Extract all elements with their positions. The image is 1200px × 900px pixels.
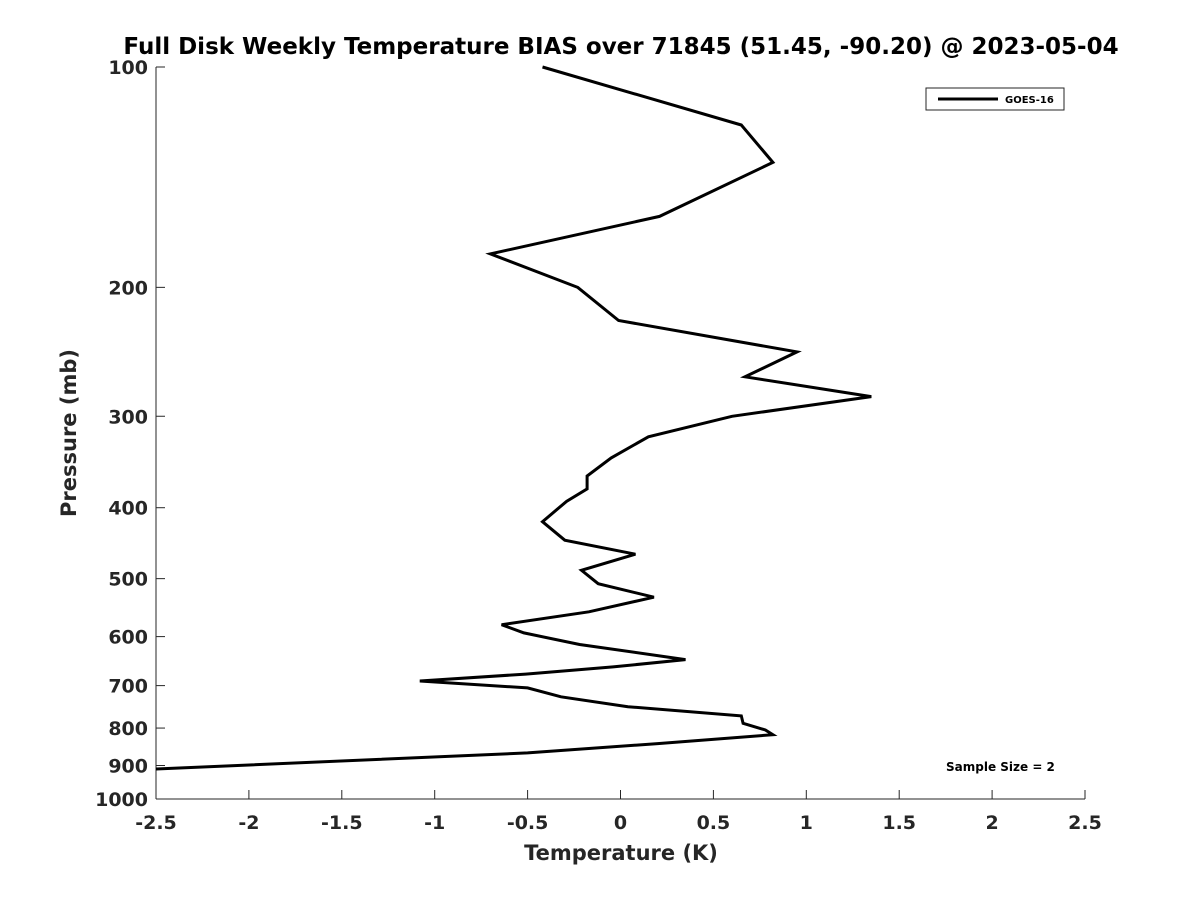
y-axis-label: Pressure (mb)	[57, 349, 81, 517]
x-tick-label: 0	[614, 812, 627, 834]
series-layer	[155, 65, 872, 771]
y-ticks: 100 200 300 400 500 600 700 800 900 1000	[95, 57, 165, 811]
x-tick-label: -1.5	[321, 812, 363, 834]
y-tick-label: 700	[108, 676, 148, 698]
x-tick-label: 1	[800, 812, 813, 834]
x-tick-label: -2	[238, 812, 259, 834]
y-tick-label: 600	[108, 627, 148, 649]
x-tick-label: 2.5	[1068, 812, 1102, 834]
series-line-goes-16	[155, 65, 872, 771]
x-ticks: -2.5 -2 -1.5 -1 -0.5 0 0.5 1 1.5 2 2.5	[135, 790, 1102, 834]
sample-size-annotation: Sample Size = 2	[946, 760, 1055, 774]
plot-area-background	[156, 67, 1085, 799]
x-tick-label: 1.5	[882, 812, 916, 834]
legend: GOES-16	[925, 87, 1065, 111]
y-tick-label: 500	[108, 569, 148, 591]
legend-label-goes16: GOES-16	[1005, 95, 1054, 106]
chart-title: Full Disk Weekly Temperature BIAS over 7…	[123, 34, 1118, 60]
x-tick-label: 2	[985, 812, 998, 834]
y-tick-label: 800	[108, 718, 148, 740]
x-tick-label: 0.5	[697, 812, 731, 834]
y-tick-label: 100	[108, 57, 148, 79]
x-tick-label: -1	[424, 812, 445, 834]
y-tick-label: 900	[108, 756, 148, 778]
x-tick-label: -2.5	[135, 812, 177, 834]
x-axis-label: Temperature (K)	[524, 841, 718, 865]
y-tick-label: 300	[108, 406, 148, 428]
y-tick-label: 400	[108, 498, 148, 520]
x-tick-label: -0.5	[507, 812, 549, 834]
y-tick-label: 1000	[95, 789, 148, 811]
y-tick-label: 200	[108, 277, 148, 299]
